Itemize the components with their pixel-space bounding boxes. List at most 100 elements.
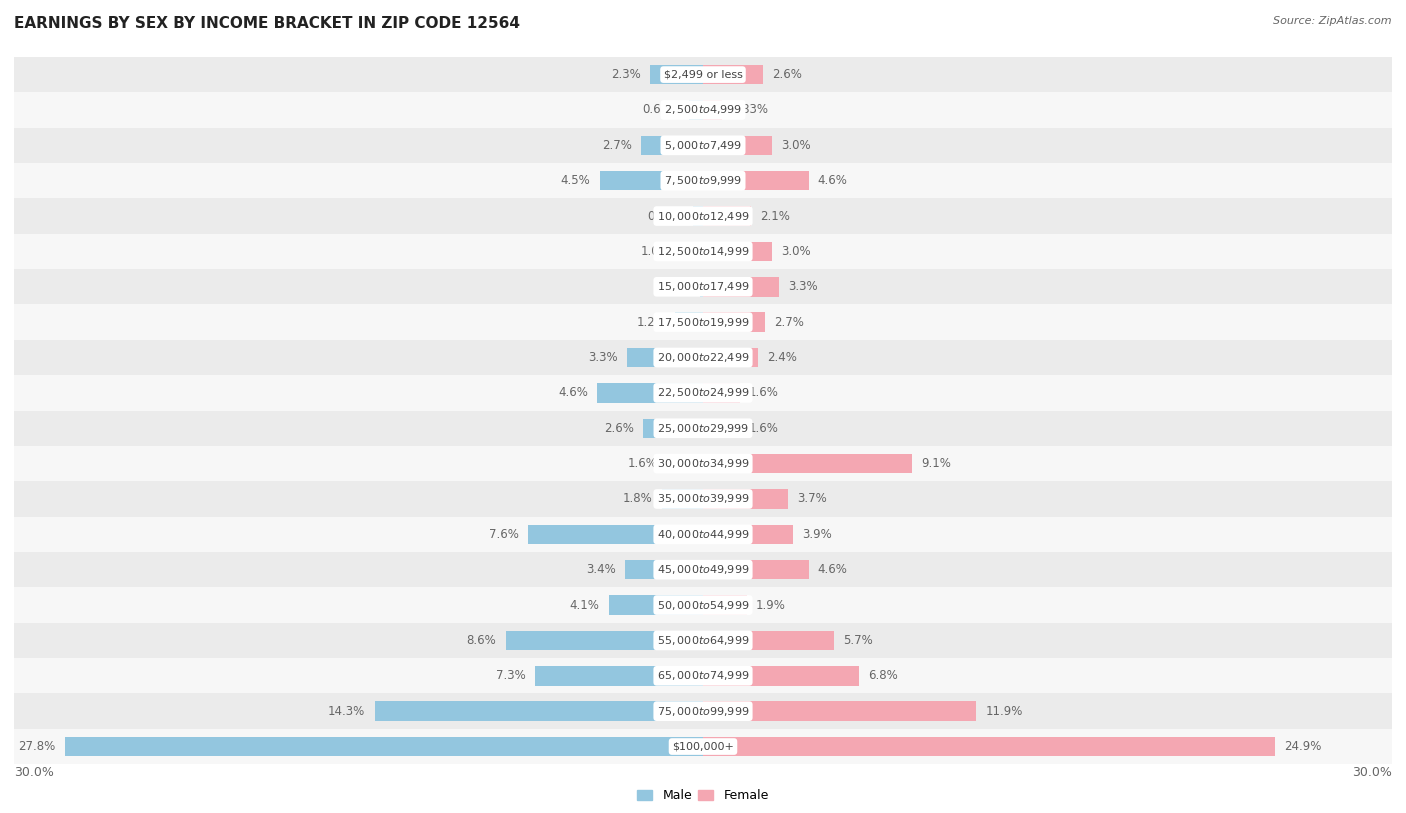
Text: 3.7%: 3.7% [797, 493, 827, 506]
Text: 3.3%: 3.3% [588, 351, 619, 364]
Text: $22,500 to $24,999: $22,500 to $24,999 [657, 386, 749, 399]
Text: 3.0%: 3.0% [782, 245, 811, 258]
Text: 0.42%: 0.42% [647, 210, 685, 223]
Bar [644, 419, 703, 438]
Bar [65, 737, 703, 756]
Bar [703, 524, 793, 544]
Text: $30,000 to $34,999: $30,000 to $34,999 [657, 457, 749, 470]
Bar [14, 304, 1392, 340]
Bar [689, 100, 703, 120]
Bar [703, 348, 758, 367]
Bar [703, 737, 1275, 756]
Bar [703, 560, 808, 580]
Bar [14, 128, 1392, 163]
Bar [703, 277, 779, 297]
Bar [703, 595, 747, 615]
Text: 30.0%: 30.0% [1353, 766, 1392, 779]
Text: $2,500 to $4,999: $2,500 to $4,999 [664, 103, 742, 116]
Bar [14, 411, 1392, 446]
Text: $100,000+: $100,000+ [672, 741, 734, 751]
Text: $20,000 to $22,499: $20,000 to $22,499 [657, 351, 749, 364]
Bar [14, 198, 1392, 234]
Text: $75,000 to $99,999: $75,000 to $99,999 [657, 705, 749, 718]
Text: $5,000 to $7,499: $5,000 to $7,499 [664, 139, 742, 152]
Text: 1.2%: 1.2% [637, 315, 666, 328]
Text: 11.9%: 11.9% [986, 705, 1022, 718]
Bar [14, 729, 1392, 764]
Bar [374, 702, 703, 721]
Text: 3.9%: 3.9% [801, 528, 831, 541]
Text: 4.1%: 4.1% [569, 598, 599, 611]
Bar [14, 659, 1392, 693]
Bar [666, 454, 703, 473]
Bar [14, 163, 1392, 198]
Text: $7,500 to $9,999: $7,500 to $9,999 [664, 174, 742, 187]
Bar [14, 57, 1392, 92]
Text: 14.3%: 14.3% [328, 705, 366, 718]
Bar [529, 524, 703, 544]
Bar [14, 92, 1392, 128]
Bar [703, 312, 765, 332]
Text: 9.1%: 9.1% [921, 457, 950, 470]
Text: 1.9%: 1.9% [756, 598, 786, 611]
Bar [703, 65, 762, 85]
Text: 24.9%: 24.9% [1284, 740, 1322, 753]
Text: 3.4%: 3.4% [586, 563, 616, 576]
Bar [14, 233, 1392, 269]
Text: $12,500 to $14,999: $12,500 to $14,999 [657, 245, 749, 258]
Bar [14, 517, 1392, 552]
Bar [14, 269, 1392, 304]
Text: 3.0%: 3.0% [782, 139, 811, 152]
Bar [703, 207, 751, 226]
Text: 5.7%: 5.7% [844, 634, 873, 647]
Text: 2.7%: 2.7% [775, 315, 804, 328]
Bar [703, 241, 772, 261]
Text: $45,000 to $49,999: $45,000 to $49,999 [657, 563, 749, 576]
Bar [703, 171, 808, 190]
Text: 4.6%: 4.6% [558, 386, 588, 399]
Bar [703, 666, 859, 685]
Bar [598, 383, 703, 402]
Bar [599, 171, 703, 190]
Text: 4.5%: 4.5% [561, 174, 591, 187]
Text: $17,500 to $19,999: $17,500 to $19,999 [657, 315, 749, 328]
Bar [14, 623, 1392, 659]
Bar [675, 312, 703, 332]
Bar [624, 560, 703, 580]
Bar [641, 136, 703, 155]
Text: 1.6%: 1.6% [749, 422, 779, 435]
Bar [703, 702, 976, 721]
Bar [14, 552, 1392, 587]
Text: 6.8%: 6.8% [869, 669, 898, 682]
Bar [700, 277, 703, 297]
Text: 2.6%: 2.6% [605, 422, 634, 435]
Text: 1.6%: 1.6% [749, 386, 779, 399]
Bar [14, 587, 1392, 623]
Bar [536, 666, 703, 685]
Bar [14, 481, 1392, 517]
Bar [703, 419, 740, 438]
Bar [703, 631, 834, 650]
Text: 0.83%: 0.83% [731, 103, 768, 116]
Bar [14, 693, 1392, 729]
Text: 2.3%: 2.3% [612, 68, 641, 81]
Text: 3.3%: 3.3% [787, 280, 818, 293]
Text: $55,000 to $64,999: $55,000 to $64,999 [657, 634, 749, 647]
Text: 2.1%: 2.1% [761, 210, 790, 223]
Text: 2.7%: 2.7% [602, 139, 631, 152]
Text: 8.6%: 8.6% [467, 634, 496, 647]
Text: $25,000 to $29,999: $25,000 to $29,999 [657, 422, 749, 435]
Bar [609, 595, 703, 615]
Text: 4.6%: 4.6% [818, 174, 848, 187]
Text: $15,000 to $17,499: $15,000 to $17,499 [657, 280, 749, 293]
Bar [627, 348, 703, 367]
Text: 7.3%: 7.3% [496, 669, 526, 682]
Text: 1.6%: 1.6% [627, 457, 657, 470]
Text: 2.6%: 2.6% [772, 68, 801, 81]
Text: $50,000 to $54,999: $50,000 to $54,999 [657, 598, 749, 611]
Text: Source: ZipAtlas.com: Source: ZipAtlas.com [1274, 16, 1392, 26]
Bar [681, 241, 703, 261]
Bar [662, 489, 703, 509]
Bar [703, 454, 912, 473]
Bar [703, 136, 772, 155]
